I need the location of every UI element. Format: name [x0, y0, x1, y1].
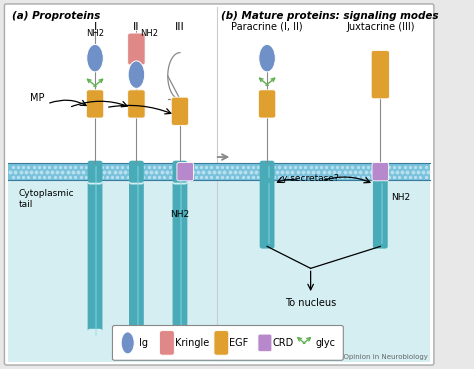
Text: NH2: NH2	[86, 29, 104, 38]
FancyBboxPatch shape	[88, 161, 102, 183]
Text: Cytoplasmic
tail: Cytoplasmic tail	[19, 189, 74, 209]
FancyBboxPatch shape	[177, 162, 193, 181]
Ellipse shape	[121, 332, 134, 354]
FancyBboxPatch shape	[112, 325, 343, 360]
Text: (a) Proproteins: (a) Proproteins	[12, 11, 100, 21]
FancyBboxPatch shape	[171, 97, 189, 125]
FancyBboxPatch shape	[372, 162, 389, 181]
FancyBboxPatch shape	[214, 331, 229, 355]
Text: COOH: COOH	[123, 338, 150, 347]
FancyBboxPatch shape	[159, 331, 174, 355]
Text: Juxtacrine (III): Juxtacrine (III)	[346, 21, 415, 31]
FancyBboxPatch shape	[86, 90, 104, 118]
Text: Current Opinion in Neurobiology: Current Opinion in Neurobiology	[315, 354, 428, 360]
Text: γ secretase?: γ secretase?	[282, 173, 339, 183]
Text: EGF: EGF	[229, 338, 248, 348]
Bar	[8, 163, 430, 180]
FancyBboxPatch shape	[258, 334, 272, 352]
FancyBboxPatch shape	[373, 178, 388, 249]
FancyBboxPatch shape	[371, 51, 390, 99]
FancyBboxPatch shape	[173, 182, 187, 331]
Text: To nucleus: To nucleus	[285, 298, 336, 308]
FancyBboxPatch shape	[173, 161, 187, 183]
Ellipse shape	[87, 44, 103, 72]
Text: Kringle: Kringle	[175, 338, 209, 348]
Text: NH2: NH2	[140, 29, 158, 38]
FancyBboxPatch shape	[128, 90, 145, 118]
Text: III: III	[175, 21, 185, 31]
Text: I: I	[93, 21, 97, 31]
Text: Paracrine (I, II): Paracrine (I, II)	[231, 21, 303, 31]
Text: MP: MP	[30, 93, 45, 103]
Text: Ig: Ig	[138, 338, 147, 348]
Ellipse shape	[128, 61, 145, 88]
Bar	[8, 180, 430, 362]
FancyBboxPatch shape	[260, 161, 274, 183]
FancyBboxPatch shape	[4, 4, 434, 365]
FancyBboxPatch shape	[260, 178, 274, 249]
FancyBboxPatch shape	[129, 161, 144, 183]
Text: NH2: NH2	[171, 210, 190, 219]
Text: II: II	[133, 21, 140, 31]
Text: CRD: CRD	[273, 338, 294, 348]
Ellipse shape	[259, 44, 275, 72]
Text: glyc: glyc	[316, 338, 336, 348]
Text: NH2: NH2	[391, 193, 410, 202]
FancyBboxPatch shape	[128, 33, 145, 65]
FancyBboxPatch shape	[258, 90, 276, 118]
FancyBboxPatch shape	[129, 182, 144, 331]
FancyBboxPatch shape	[88, 182, 102, 331]
Text: (b) Mature proteins: signaling modes: (b) Mature proteins: signaling modes	[221, 11, 439, 21]
